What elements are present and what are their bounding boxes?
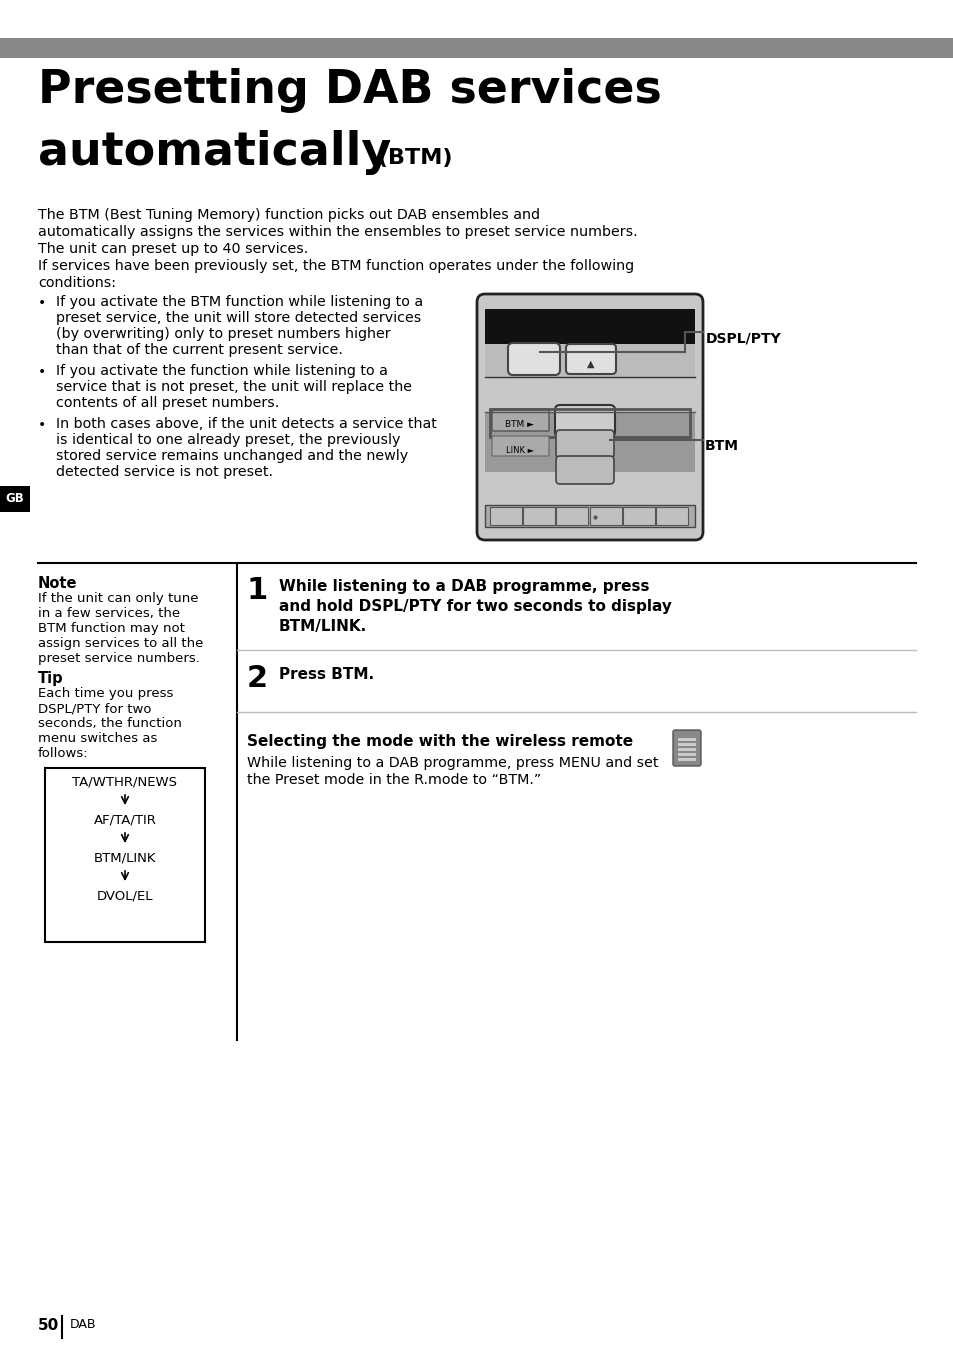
Bar xyxy=(45,768,205,942)
Text: DVOL/EL: DVOL/EL xyxy=(96,890,153,903)
Bar xyxy=(484,506,695,527)
Text: GB: GB xyxy=(6,492,25,506)
Text: The unit can preset up to 40 services.: The unit can preset up to 40 services. xyxy=(38,242,308,256)
Text: The BTM (Best Tuning Memory) function picks out DAB ensembles and: The BTM (Best Tuning Memory) function pi… xyxy=(38,208,539,222)
Bar xyxy=(622,507,655,525)
Text: stored service remains unchanged and the newly: stored service remains unchanged and the… xyxy=(56,449,408,462)
Text: BTM function may not: BTM function may not xyxy=(38,622,185,635)
Text: is identical to one already preset, the previously: is identical to one already preset, the … xyxy=(56,433,400,448)
Bar xyxy=(0,38,953,58)
Text: 50: 50 xyxy=(38,1318,59,1333)
Text: If services have been previously set, the BTM function operates under the follow: If services have been previously set, th… xyxy=(38,260,634,273)
Bar xyxy=(484,412,695,472)
FancyBboxPatch shape xyxy=(492,410,548,431)
Bar xyxy=(678,744,696,746)
FancyBboxPatch shape xyxy=(492,435,548,456)
Text: and hold DSPL/PTY for two seconds to display: and hold DSPL/PTY for two seconds to dis… xyxy=(278,599,671,614)
Bar xyxy=(678,753,696,756)
Text: conditions:: conditions: xyxy=(38,276,116,289)
Bar xyxy=(678,758,696,761)
Text: Press BTM.: Press BTM. xyxy=(278,667,374,681)
Bar xyxy=(656,507,687,525)
Text: While listening to a DAB programme, press MENU and set: While listening to a DAB programme, pres… xyxy=(247,756,658,771)
Text: •: • xyxy=(38,296,46,310)
FancyBboxPatch shape xyxy=(507,343,559,375)
Text: Note: Note xyxy=(38,576,77,591)
Text: automatically: automatically xyxy=(38,130,391,174)
Text: DSPL/PTY for two: DSPL/PTY for two xyxy=(38,702,152,715)
Text: preset service numbers.: preset service numbers. xyxy=(38,652,200,665)
Bar xyxy=(0,485,30,512)
Text: automatically assigns the services within the ensembles to preset service number: automatically assigns the services withi… xyxy=(38,224,637,239)
Text: While listening to a DAB programme, press: While listening to a DAB programme, pres… xyxy=(278,579,649,594)
Bar xyxy=(490,410,689,437)
Text: contents of all preset numbers.: contents of all preset numbers. xyxy=(56,396,279,410)
Text: If you activate the BTM function while listening to a: If you activate the BTM function while l… xyxy=(56,295,423,310)
Bar xyxy=(678,748,696,750)
FancyBboxPatch shape xyxy=(555,406,615,437)
Text: LINK ►: LINK ► xyxy=(505,446,534,456)
Text: •: • xyxy=(38,418,46,433)
Text: in a few services, the: in a few services, the xyxy=(38,607,180,621)
Text: Each time you press: Each time you press xyxy=(38,687,173,700)
Text: AF/TA/TIR: AF/TA/TIR xyxy=(93,814,156,826)
Text: detected service is not preset.: detected service is not preset. xyxy=(56,465,273,479)
Text: service that is not preset, the unit will replace the: service that is not preset, the unit wil… xyxy=(56,380,412,393)
FancyBboxPatch shape xyxy=(556,456,614,484)
Text: Selecting the mode with the wireless remote: Selecting the mode with the wireless rem… xyxy=(247,734,633,749)
Bar xyxy=(522,507,555,525)
Text: 1: 1 xyxy=(247,576,268,604)
Text: In both cases above, if the unit detects a service that: In both cases above, if the unit detects… xyxy=(56,416,436,431)
Bar xyxy=(490,507,521,525)
Text: the Preset mode in the R.mode to “BTM.”: the Preset mode in the R.mode to “BTM.” xyxy=(247,773,540,787)
Bar xyxy=(484,343,695,377)
Text: Tip: Tip xyxy=(38,671,64,685)
Bar xyxy=(556,507,587,525)
Bar xyxy=(484,310,695,343)
FancyBboxPatch shape xyxy=(556,430,614,458)
Text: BTM/LINK.: BTM/LINK. xyxy=(278,619,367,634)
Text: If the unit can only tune: If the unit can only tune xyxy=(38,592,198,604)
Text: •: • xyxy=(38,365,46,379)
Text: menu switches as: menu switches as xyxy=(38,731,157,745)
Text: Presetting DAB services: Presetting DAB services xyxy=(38,68,661,114)
Text: (BTM): (BTM) xyxy=(370,147,452,168)
Text: preset service, the unit will store detected services: preset service, the unit will store dete… xyxy=(56,311,421,324)
Text: 2: 2 xyxy=(247,664,268,694)
Text: BTM ►: BTM ► xyxy=(505,420,534,429)
Text: assign services to all the: assign services to all the xyxy=(38,637,203,650)
Text: seconds, the function: seconds, the function xyxy=(38,717,182,730)
Text: DSPL/PTY: DSPL/PTY xyxy=(705,331,781,345)
Text: ▲: ▲ xyxy=(587,360,594,369)
Text: BTM: BTM xyxy=(704,439,739,453)
Text: If you activate the function while listening to a: If you activate the function while liste… xyxy=(56,364,388,379)
Text: than that of the current present service.: than that of the current present service… xyxy=(56,343,342,357)
Text: TA/WTHR/NEWS: TA/WTHR/NEWS xyxy=(72,776,177,788)
Bar xyxy=(589,507,621,525)
Text: DAB: DAB xyxy=(70,1318,96,1330)
Text: (by overwriting) only to preset numbers higher: (by overwriting) only to preset numbers … xyxy=(56,327,390,341)
FancyBboxPatch shape xyxy=(476,293,702,539)
Text: follows:: follows: xyxy=(38,748,89,760)
Text: BTM/LINK: BTM/LINK xyxy=(93,852,156,864)
FancyBboxPatch shape xyxy=(672,730,700,767)
FancyBboxPatch shape xyxy=(565,343,616,375)
Bar xyxy=(678,738,696,741)
